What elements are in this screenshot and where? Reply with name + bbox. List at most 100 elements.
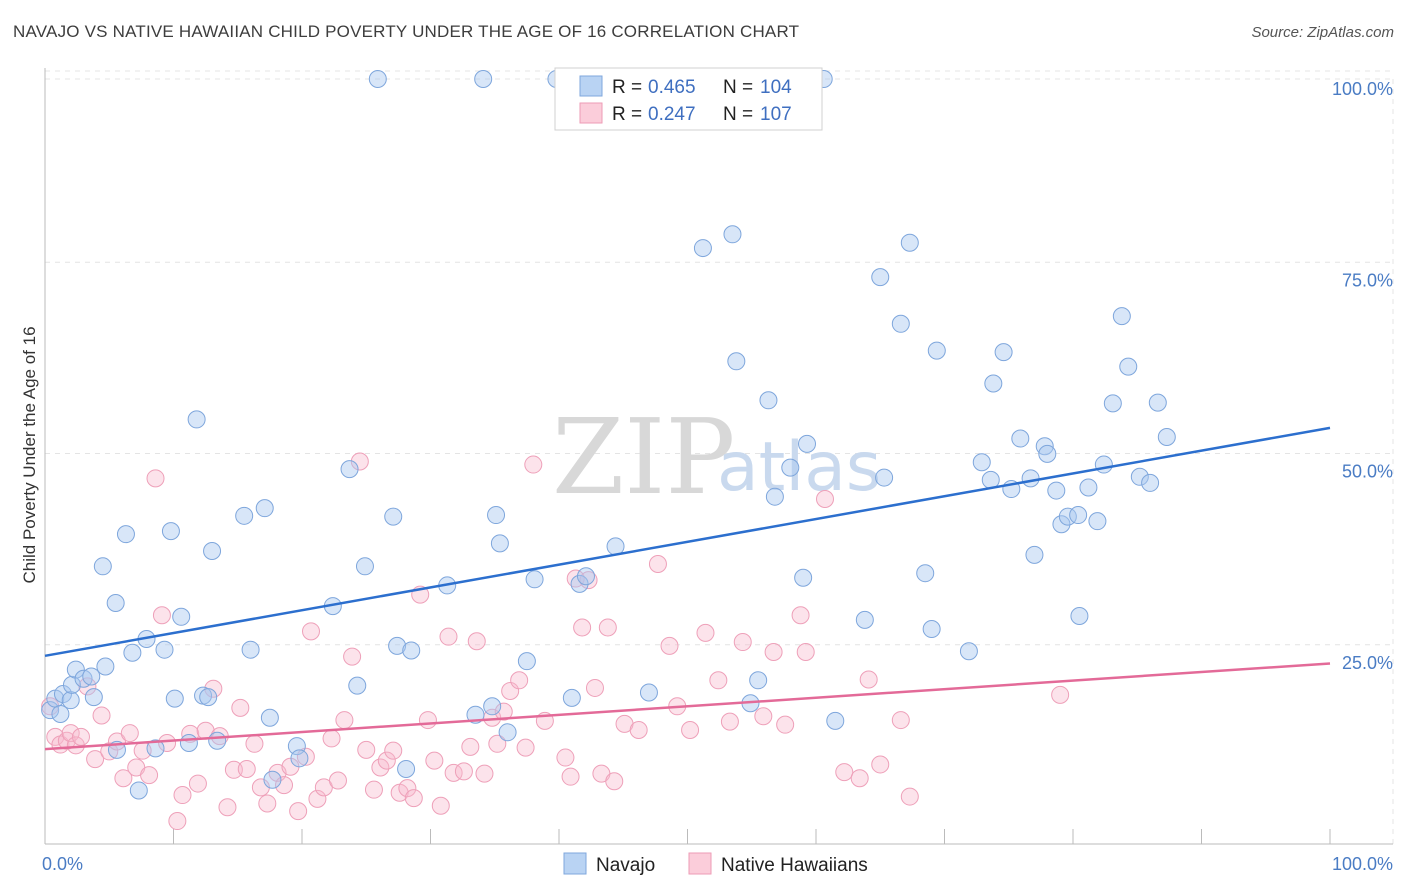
hawaiian-point — [289, 802, 308, 821]
navajo-point — [116, 525, 135, 544]
navajo-point — [62, 675, 81, 694]
axes — [44, 68, 1393, 845]
bottom-legend-swatch-navajo — [563, 852, 587, 875]
hawaiian-point — [605, 772, 624, 791]
watermark-zip: ZIP — [552, 396, 735, 518]
navajo-point — [798, 434, 817, 453]
navajo-point — [562, 688, 581, 707]
navajo-point — [199, 688, 218, 707]
navajo-point — [765, 487, 784, 506]
navajo-point — [93, 557, 112, 576]
hawaiian-point — [681, 721, 700, 740]
trend-line-hawaiian — [44, 662, 1331, 751]
navajo-point — [1088, 512, 1107, 531]
navajo-point — [984, 374, 1003, 393]
navajo-point — [368, 70, 387, 88]
hawaiian-point — [350, 452, 369, 471]
navajo-point — [260, 708, 279, 727]
chart-title: NAVAJO VS NATIVE HAWAIIAN CHILD POVERTY … — [13, 22, 800, 41]
hawaiian-point — [776, 715, 795, 734]
navajo-point — [96, 657, 115, 676]
navajo-point — [959, 642, 978, 661]
navajo-point — [517, 652, 536, 671]
hawaiian-point — [648, 555, 667, 574]
navajo-point — [355, 557, 374, 576]
hawaiian-point — [475, 764, 494, 783]
navajo-point — [165, 689, 184, 708]
navajo-point — [972, 453, 991, 472]
hawaiian-point — [237, 760, 256, 779]
navajo-point — [1141, 473, 1160, 492]
hawaiian-point — [754, 707, 773, 726]
hawaiian-point — [431, 796, 450, 815]
navajo-point — [922, 620, 941, 639]
navajo-point — [875, 468, 894, 487]
y-axis-label: Child Poverty Under the Age of 16 — [20, 326, 39, 583]
hawaiian-point — [335, 711, 354, 730]
navajo-point — [487, 506, 506, 525]
hawaiian-point — [158, 734, 177, 753]
hawaiian-point — [418, 711, 437, 730]
navajo-point — [693, 239, 712, 258]
bottom-legend-label-navajo: Navajo — [596, 855, 655, 876]
hawaiian-point — [120, 724, 139, 743]
navajo-point — [61, 691, 80, 710]
series-navajo-points — [41, 70, 1176, 800]
x-tick-label: 100.0% — [1332, 854, 1393, 874]
navajo-point — [826, 711, 845, 730]
hawaiian-point — [245, 734, 264, 753]
navajo-point — [123, 643, 142, 662]
hawaiian-point — [900, 787, 919, 806]
y-tick-label: 50.0% — [1342, 462, 1393, 482]
hawaiian-point — [146, 469, 165, 488]
legend-n-label-navajo: N = — [723, 77, 753, 98]
hawaiian-point — [516, 738, 535, 757]
hawaiian-point — [494, 702, 513, 721]
legend-r-label-navajo: R = — [612, 77, 642, 98]
hawaiian-point — [173, 786, 192, 805]
hawaiian-point — [114, 769, 133, 788]
hawaiian-point — [71, 727, 90, 746]
navajo-point — [402, 641, 421, 660]
hawaiian-point — [425, 751, 444, 770]
navajo-point — [203, 542, 222, 561]
navajo-point — [388, 636, 407, 655]
hawaiian-point — [791, 606, 810, 625]
hawaiian-point — [404, 789, 423, 808]
navajo-point — [794, 568, 813, 587]
navajo-point — [340, 460, 359, 479]
tick-labels: 100.0% 75.0% 50.0% 25.0% 0.0% 100.0% — [42, 79, 1393, 874]
hawaiian-point — [86, 750, 105, 769]
hawaiian-point — [510, 671, 529, 690]
hawaiian-point — [467, 632, 486, 651]
hawaiian-point — [733, 633, 752, 652]
hawaiian-point — [1051, 685, 1070, 704]
navajo-point — [241, 640, 260, 659]
legend-swatch-hawaiian — [579, 102, 603, 124]
navajo-point — [1011, 429, 1030, 448]
navajo-point — [498, 723, 517, 742]
navajo-point — [871, 268, 890, 287]
navajo-point — [781, 458, 800, 477]
hawaiian-point — [398, 779, 417, 798]
navajo-point — [1130, 467, 1149, 486]
navajo-point — [916, 564, 935, 583]
hawaiian-point — [598, 618, 617, 637]
hawaiian-point — [364, 780, 383, 799]
y-tick-label: 75.0% — [1342, 270, 1393, 290]
navajo-point — [1079, 478, 1098, 497]
hawaiian-point — [764, 642, 783, 661]
legend-n-label-hawaiian: N = — [723, 104, 753, 125]
hawaiian-point — [308, 789, 327, 808]
hawaiian-point — [231, 698, 250, 717]
navajo-point — [1094, 455, 1113, 474]
hawaiian-point — [218, 798, 237, 817]
bottom-legend-label-hawaiian: Native Hawaiians — [721, 855, 868, 876]
navajo-point — [576, 567, 595, 586]
navajo-point — [927, 341, 946, 360]
navajo-point — [1025, 545, 1044, 564]
hawaiian-point — [357, 740, 376, 759]
navajo-point — [1052, 515, 1071, 534]
navajo-point — [1038, 444, 1057, 463]
